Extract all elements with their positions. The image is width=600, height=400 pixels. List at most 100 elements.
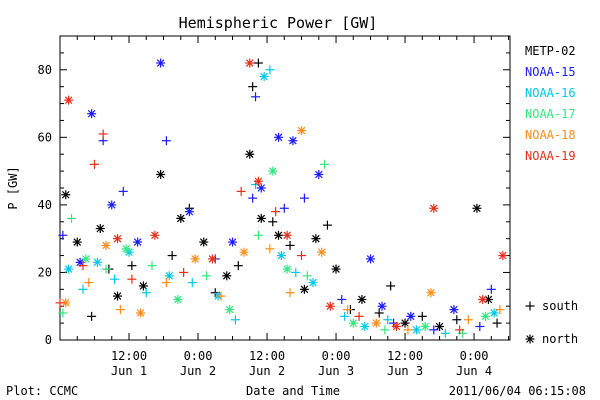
x-tick-hour-label: 0:00 <box>322 349 351 363</box>
marker-stroke <box>283 231 291 240</box>
data-point-noaa-17-south <box>101 264 111 274</box>
data-point-noaa-16-north <box>164 271 174 281</box>
data-point-noaa-19-south <box>78 261 88 271</box>
data-point-noaa-19-north <box>245 58 255 68</box>
marker-stroke <box>300 285 309 294</box>
marker-stroke <box>222 272 231 280</box>
data-point-noaa-15-south <box>279 203 289 213</box>
data-points <box>55 58 508 338</box>
data-point-noaa-15-south <box>58 230 68 240</box>
data-point-noaa-17-north <box>282 264 292 274</box>
y-tick-label: 40 <box>38 198 52 212</box>
marker-stroke <box>254 177 263 186</box>
data-point-noaa-18-north <box>190 254 200 264</box>
data-point-noaa-15-south <box>161 136 171 146</box>
marker-stroke <box>268 167 277 175</box>
marker-stroke <box>360 322 369 331</box>
marker-stroke <box>274 133 283 142</box>
marker-legend-symbol-south <box>525 301 535 311</box>
data-point-metp-02-north <box>199 237 209 247</box>
marker-stroke <box>228 238 237 246</box>
data-point-noaa-15-south <box>475 321 485 331</box>
marker-stroke <box>64 96 73 104</box>
marker-stroke <box>312 234 320 243</box>
x-tick-day-label: Jun 3 <box>387 364 423 378</box>
data-point-noaa-16-south <box>110 274 120 284</box>
data-point-noaa-16-south <box>141 288 151 298</box>
marker-stroke <box>73 238 82 246</box>
marker-stroke <box>372 319 381 327</box>
marker-stroke <box>421 322 429 331</box>
data-point-noaa-15-south <box>251 92 261 102</box>
marker-stroke <box>151 231 159 240</box>
data-point-noaa-19-north <box>391 321 401 331</box>
marker-stroke <box>406 312 415 321</box>
data-point-noaa-19-north <box>478 294 488 304</box>
plot-frame <box>59 35 511 341</box>
data-point-noaa-16-north <box>92 257 102 267</box>
data-point-noaa-15-north <box>107 200 117 210</box>
data-point-noaa-15-north <box>87 109 97 119</box>
data-point-noaa-17-north <box>348 318 358 328</box>
marker-stroke <box>185 207 194 216</box>
data-point-metp-02-north <box>274 230 284 240</box>
data-point-metp-02-north <box>222 271 232 281</box>
marker-stroke <box>430 204 438 213</box>
marker-stroke <box>378 302 386 311</box>
data-point-noaa-17-south <box>58 308 68 318</box>
x-tick-hour-label: 0:00 <box>460 349 489 363</box>
data-point-noaa-17-north <box>481 311 491 321</box>
data-point-noaa-16-south <box>291 267 301 277</box>
marker-stroke <box>392 322 401 331</box>
marker-stroke <box>283 265 291 273</box>
data-point-noaa-18-south <box>403 325 413 335</box>
data-point-noaa-18-south <box>115 305 125 315</box>
y-tick-label: 80 <box>38 63 52 77</box>
x-tick-hour-label: 12:00 <box>111 349 147 363</box>
data-point-noaa-15-south <box>299 193 309 203</box>
data-point-noaa-16-south <box>230 315 240 325</box>
marker-stroke <box>274 231 283 240</box>
data-point-noaa-17-north <box>173 294 183 304</box>
data-point-noaa-17-north <box>121 244 131 254</box>
marker-stroke <box>176 214 185 223</box>
data-point-noaa-16-south <box>187 278 197 288</box>
marker-stroke <box>87 109 96 118</box>
data-point-noaa-19-north <box>253 176 263 186</box>
y-tick-label: 60 <box>38 130 52 144</box>
marker-stroke <box>309 278 317 287</box>
data-point-noaa-19-north <box>150 230 160 240</box>
marker-stroke <box>317 248 326 256</box>
data-point-noaa-18-south <box>343 305 353 315</box>
data-point-noaa-15-north <box>377 301 387 311</box>
marker-stroke <box>484 295 493 304</box>
data-point-noaa-19-south <box>98 129 108 139</box>
data-point-noaa-15-south <box>486 284 496 294</box>
marker-stroke <box>240 248 248 256</box>
data-point-noaa-16-north <box>308 278 318 288</box>
marker-legend-label-south: south <box>542 299 578 313</box>
data-point-metp-02-north <box>72 237 82 247</box>
marker-stroke <box>366 255 375 263</box>
marker-stroke <box>358 295 366 304</box>
marker-stroke <box>156 59 165 67</box>
data-point-metp-02-north <box>245 149 255 159</box>
marker-stroke <box>326 302 335 311</box>
x-tick-day-label: Jun 4 <box>456 364 492 378</box>
x-axis-label: Date and Time <box>246 384 340 398</box>
x-tick-day-label: Jun 2 <box>180 364 216 378</box>
data-point-noaa-15-north <box>256 183 266 193</box>
data-point-metp-02-south <box>322 220 332 230</box>
x-tick-hour-label: 12:00 <box>249 349 285 363</box>
data-point-noaa-18-north <box>371 318 381 328</box>
data-point-noaa-17-south <box>67 213 77 223</box>
y-axis-label: P [GW] <box>6 166 20 209</box>
data-point-noaa-15-north <box>274 132 284 142</box>
data-point-noaa-15-south <box>118 186 128 196</box>
legend-entry-noaa-17: NOAA-17 <box>525 107 576 121</box>
data-point-noaa-15-south <box>248 193 258 203</box>
data-point-metp-02-north <box>95 224 105 234</box>
data-point-noaa-15-north <box>366 254 376 264</box>
marker-stroke <box>245 59 254 67</box>
data-point-metp-02-north <box>311 234 321 244</box>
